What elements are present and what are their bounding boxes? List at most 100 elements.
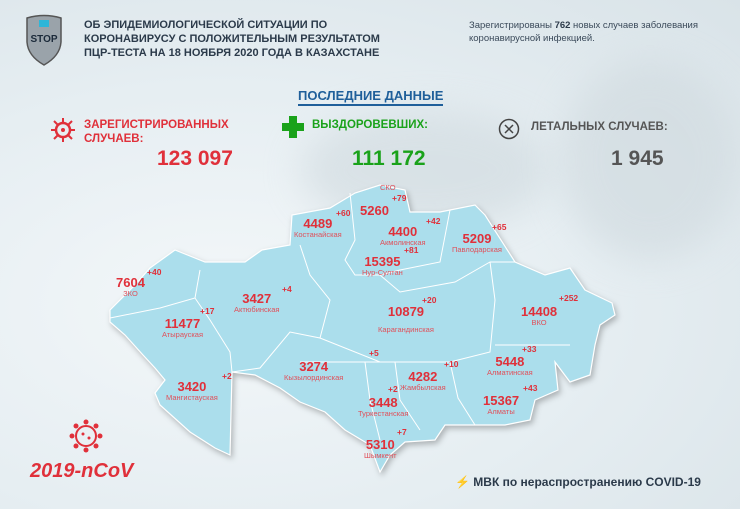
region-delta: +43 — [523, 383, 538, 393]
region-name: СКО — [380, 183, 396, 192]
region-total: 5310 — [365, 437, 395, 452]
ncov-label: 2019-nCoV — [30, 460, 134, 482]
region-delta: +7 — [397, 427, 407, 437]
region-name: Туркестанская — [358, 409, 409, 418]
region-total: 3274 — [299, 359, 329, 374]
region-pavlodar: 5209 Павлодарская +65 — [452, 223, 506, 254]
region-delta: +65 — [492, 222, 507, 232]
region-borders — [109, 192, 570, 441]
region-name: ВКО — [531, 318, 547, 327]
recovered-value: 111 172 — [352, 147, 426, 170]
region-delta: +5 — [369, 348, 379, 358]
region-sko-stats: 5260 +79 — [360, 194, 406, 218]
region-name: Шымкент — [364, 451, 397, 460]
region-total: 14408 — [521, 304, 558, 319]
region-sko: СКО — [380, 183, 396, 192]
region-name: Алматы — [487, 407, 515, 416]
region-total: 3420 — [177, 379, 207, 394]
region-total: 15367 — [483, 393, 520, 408]
region-delta: +252 — [559, 293, 579, 303]
region-name: Карагандинская — [378, 325, 434, 334]
region-name: Атырауская — [162, 330, 204, 339]
title-line: КОРОНАВИРУСУ С ПОЛОЖИТЕЛЬНЫМ РЕЗУЛЬТАТОМ — [84, 33, 380, 45]
region-name: Нур-Султан — [362, 268, 403, 277]
region-delta: +79 — [392, 193, 407, 203]
region-name: Алматинская — [487, 368, 533, 377]
region-zhambyl: 4282 Жамбылская +10 — [400, 360, 458, 392]
region-name: Кызылординская — [284, 373, 344, 382]
region-delta: +42 — [426, 216, 441, 226]
region-total: 15395 — [364, 254, 401, 269]
region-total: 3448 — [368, 395, 398, 410]
deaths-value: 1 945 — [611, 147, 664, 170]
region-karaganda: 10879 Карагандинская +20 — [378, 296, 436, 334]
region-delta: +33 — [522, 344, 537, 354]
recovered-label: ВЫЗДОРОВЕВШИХ: — [312, 119, 428, 131]
region-name: Костанайская — [294, 230, 342, 239]
mvk-text: МВК по нераспространению COVID-19 — [473, 475, 701, 489]
region-name: Актюбинская — [234, 305, 280, 314]
region-kostanay: 4489 Костанайская +60 — [294, 209, 350, 239]
registered-value: 123 097 — [157, 147, 233, 170]
region-total: 7604 — [116, 275, 145, 290]
region-vko: 14408 ВКО +252 — [521, 294, 578, 327]
lightning-icon: ⚡ — [455, 475, 470, 489]
region-akmola: 4400 Акмолинская +42 — [380, 217, 440, 247]
region-delta: +2 — [388, 384, 398, 394]
note-text: Зарегистрированы — [469, 20, 555, 31]
region-total: 5448 — [495, 354, 525, 369]
region-mangystau: 3420 Мангистауская +2 — [166, 372, 232, 402]
map-outline — [109, 184, 616, 474]
region-delta: +17 — [200, 306, 215, 316]
region-delta: +60 — [336, 208, 351, 218]
region-name: Жамбылская — [400, 383, 446, 392]
region-almaty-city: 15367 Алматы +43 — [483, 384, 537, 416]
x-circle-icon — [498, 118, 520, 140]
plus-icon — [282, 116, 304, 138]
registered-label: ЗАРЕГИСТРИРОВАННЫХ СЛУЧАЕВ: — [84, 118, 229, 146]
virus-decoration-icon — [69, 419, 103, 453]
stop-shield-logo: STOP — [26, 14, 62, 66]
region-total: 4400 — [388, 224, 418, 239]
label-line: СЛУЧАЕВ: — [84, 133, 144, 145]
region-total: 5260 — [360, 203, 389, 218]
region-delta: +10 — [444, 359, 459, 369]
title-line: ПЦР-ТЕСТА НА 18 НОЯБРЯ 2020 ГОДА В КАЗАХ… — [84, 47, 380, 59]
region-total: 3427 — [242, 291, 272, 306]
region-shymkent: 5310 Шымкент +7 — [364, 428, 407, 460]
latest-data-heading: ПОСЛЕДНИЕ ДАННЫЕ — [298, 88, 444, 106]
region-total: 5209 — [462, 231, 492, 246]
region-delta: +20 — [422, 295, 437, 305]
region-delta: +81 — [404, 245, 419, 255]
region-delta: +4 — [282, 284, 292, 294]
region-total: 11477 — [164, 316, 201, 331]
mvk-label: ⚡ МВК по нераспространению COVID-19 — [455, 475, 701, 489]
region-turkestan: 3448 Туркестанская +2 — [358, 385, 409, 418]
note-text: новых случаев заболевания коронавирусной… — [469, 20, 699, 44]
region-total: 4282 — [408, 369, 438, 384]
region-name: Мангистауская — [166, 393, 218, 402]
new-cases-count: 762 — [554, 20, 571, 31]
title-line: ОБ ЭПИДЕМИОЛОГИЧЕСКОЙ СИТУАЦИИ ПО — [84, 19, 328, 31]
region-atyrau: 11477 Атырауская +17 — [162, 307, 214, 339]
region-kyzylorda: 3274 Кызылординская +5 — [284, 349, 379, 382]
region-zko: 7604 ЗКО +40 — [116, 268, 161, 298]
region-name: ЗКО — [123, 289, 138, 298]
virus-icon — [51, 118, 75, 142]
svg-text:STOP: STOP — [30, 34, 57, 45]
region-delta: +2 — [222, 371, 232, 381]
region-almaty-oblast: 5448 Алматинская +33 — [487, 345, 536, 377]
new-cases-note: Зарегистрированы 762 новых случаев забол… — [469, 19, 699, 45]
region-name: Акмолинская — [380, 238, 426, 247]
deaths-label: ЛЕТАЛЬНЫХ СЛУЧАЕВ: — [531, 121, 668, 133]
label-line: ЗАРЕГИСТРИРОВАННЫХ — [84, 119, 229, 131]
region-total: 10879 — [387, 304, 425, 319]
region-name: Павлодарская — [452, 245, 502, 254]
region-nur-sultan: 15395 Нур-Султан +81 — [362, 246, 418, 277]
region-total: 4489 — [303, 216, 333, 231]
page-title: ОБ ЭПИДЕМИОЛОГИЧЕСКОЙ СИТУАЦИИ ПО КОРОНА… — [84, 18, 424, 60]
region-delta: +40 — [147, 267, 162, 277]
region-aktobe: 3427 Актюбинская +4 — [234, 285, 292, 314]
